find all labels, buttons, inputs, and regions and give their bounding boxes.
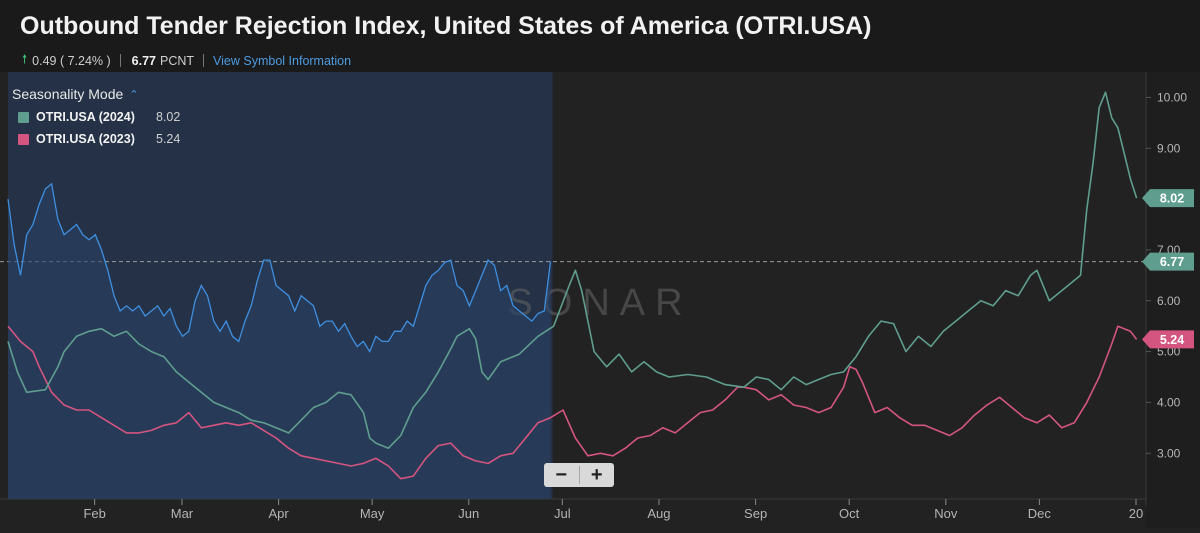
chevron-up-icon: ⌃: [129, 88, 139, 101]
divider: [203, 54, 205, 67]
summary-line: 🠕 0.49 ( 7.24% ) 6.77 PCNT View Symbol I…: [22, 50, 351, 71]
series-2023-line: [7, 325, 1138, 480]
highlighted-series-area: [8, 183, 551, 500]
value-badge: [1142, 330, 1194, 349]
value-badge-label: 8.02: [1160, 192, 1184, 206]
x-tick-label: Jun: [458, 506, 479, 521]
legend: Seasonality Mode ⌃ OTRI.USA (2024) 8.02 …: [12, 86, 180, 146]
y-tick-label: 10.00: [1157, 90, 1187, 104]
x-tick-label: Oct: [839, 506, 860, 521]
legend-swatch: [18, 111, 29, 123]
arrow-up-icon: 🠕: [22, 52, 28, 66]
value-badge-label: 5.24: [1160, 333, 1184, 347]
value-badge: [1142, 252, 1194, 271]
divider: [578, 466, 580, 484]
y-tick-label: 6.00: [1157, 294, 1181, 308]
y-tick-label: 4.00: [1157, 395, 1181, 409]
chart-area[interactable]: SONAR3.004.005.006.007.008.009.0010.00Fe…: [0, 72, 1200, 528]
x-tick-label: Feb: [83, 506, 105, 521]
x-tick-label: Sep: [744, 506, 767, 521]
series-2024-line: [7, 91, 1138, 450]
legend-value: 8.02: [156, 110, 181, 124]
seasonality-mode-toggle[interactable]: Seasonality Mode ⌃: [12, 86, 180, 102]
legend-item-2023[interactable]: OTRI.USA (2023) 5.24: [12, 132, 180, 146]
x-tick-label: Mar: [171, 506, 194, 521]
value-badge-label: 6.77: [1160, 255, 1184, 269]
highlighted-series-line: [7, 182, 552, 354]
legend-value: 5.24: [156, 132, 181, 146]
legend-name: OTRI.USA (2023): [36, 132, 135, 146]
legend-swatch: [18, 133, 29, 145]
y-axis-panel: [1146, 72, 1200, 528]
change-value: 0.49 ( 7.24% ): [32, 53, 111, 68]
x-tick-label: Jul: [554, 506, 571, 521]
x-tick-label: May: [360, 506, 385, 521]
x-tick-label: Nov: [934, 506, 958, 521]
x-tick-label: Dec: [1028, 506, 1052, 521]
zoom-in-button[interactable]: +: [590, 463, 603, 486]
current-value: 6.77: [131, 53, 157, 68]
x-tick-label: Apr: [268, 506, 289, 521]
value-badge: [1142, 189, 1194, 208]
y-tick-label: 9.00: [1157, 141, 1181, 155]
y-tick-label: 3.00: [1157, 446, 1181, 460]
x-tick-label: 20: [1129, 506, 1143, 521]
x-tick-label: Aug: [647, 506, 670, 521]
seasonality-mode-label: Seasonality Mode: [12, 86, 124, 102]
divider: [119, 54, 121, 67]
zoom-controls: − +: [544, 463, 614, 487]
header: Outbound Tender Rejection Index, United …: [0, 0, 1200, 73]
page-title: Outbound Tender Rejection Index, United …: [20, 12, 872, 40]
line-chart[interactable]: SONAR3.004.005.006.007.008.009.0010.00Fe…: [0, 72, 1200, 528]
zoom-out-button[interactable]: −: [555, 463, 568, 486]
legend-name: OTRI.USA (2024): [36, 110, 135, 124]
unit-label: PCNT: [160, 53, 195, 68]
view-symbol-info-link[interactable]: View Symbol Information: [213, 53, 352, 68]
legend-item-2024[interactable]: OTRI.USA (2024) 8.02: [12, 110, 180, 124]
